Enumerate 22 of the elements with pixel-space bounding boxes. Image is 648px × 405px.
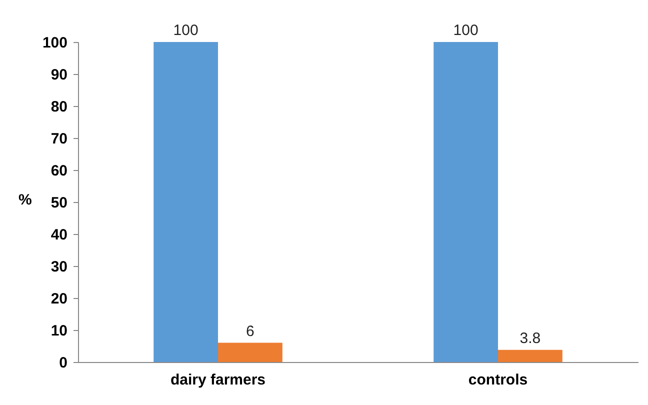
data-label: 100 [453, 22, 478, 39]
y-tick-label: 10 [50, 322, 68, 340]
data-label: 100 [173, 22, 198, 39]
y-axis-title: % [18, 192, 32, 208]
y-tick-label: 80 [50, 98, 68, 116]
bar [498, 350, 562, 362]
y-tick-label: 40 [50, 226, 68, 244]
y-tick-label: 90 [50, 66, 68, 84]
y-tick-label: 30 [50, 258, 68, 276]
bar [218, 342, 282, 362]
x-tick-label: dairy farmers [170, 372, 266, 388]
y-tick-label: 100 [42, 34, 68, 52]
y-tick-label: 0 [59, 354, 68, 372]
y-tick-label: 70 [50, 130, 68, 148]
bar [154, 42, 218, 362]
y-tick-label: 60 [50, 162, 68, 180]
x-tick-label: controls [468, 372, 528, 388]
data-label: 3.8 [520, 330, 541, 347]
data-label: 6 [246, 322, 254, 340]
bar [434, 42, 498, 362]
y-tick-label: 20 [50, 290, 68, 308]
y-tick-label: 50 [50, 194, 68, 212]
